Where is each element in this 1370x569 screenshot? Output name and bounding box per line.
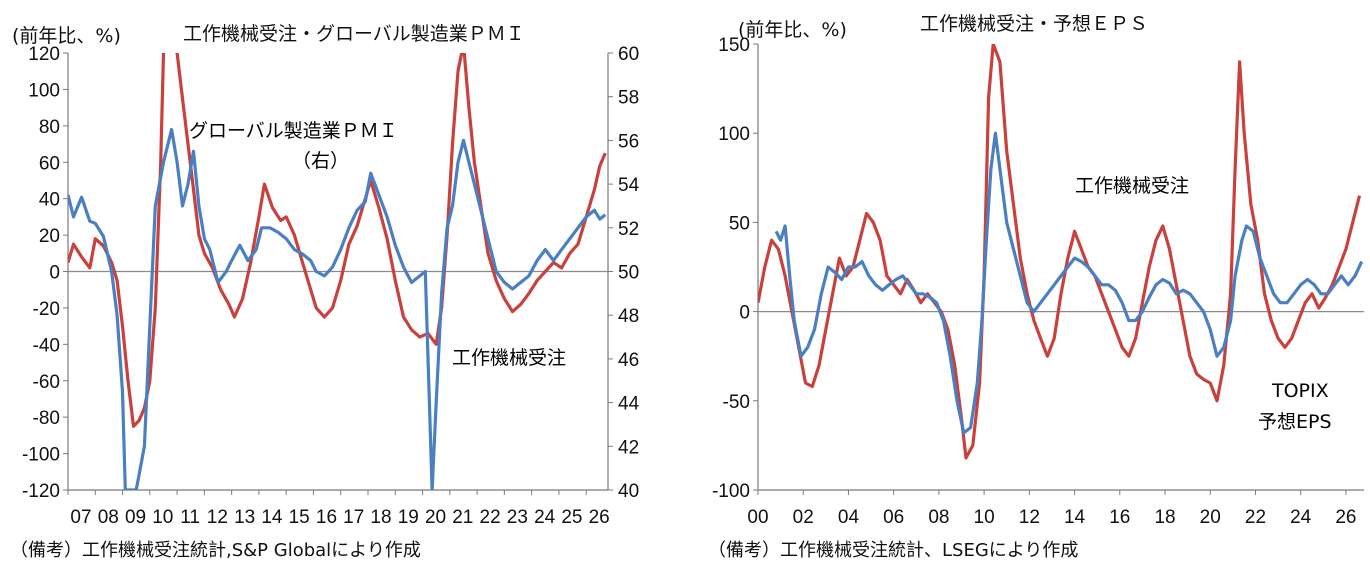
y-tick-label: 100 xyxy=(28,80,60,101)
y-tick-label: 40 xyxy=(39,190,60,211)
y-tick-label: 60 xyxy=(39,153,60,174)
right-series-line-1 xyxy=(774,131,1364,435)
x-tick-label: 16 xyxy=(316,507,337,528)
x-tick-label: 24 xyxy=(1290,507,1312,528)
y-tick-label: 100 xyxy=(718,124,750,145)
x-tick-label: 16 xyxy=(1109,507,1130,528)
y-tick-label: -50 xyxy=(723,392,750,413)
x-tick-label: 10 xyxy=(974,507,995,528)
x-tick-label: 08 xyxy=(98,507,119,528)
x-tick-label: 08 xyxy=(928,507,949,528)
y2-tick-label: 44 xyxy=(618,394,640,415)
x-tick-label: 20 xyxy=(425,507,446,528)
left-ylabel: (前年比、%) xyxy=(12,25,121,47)
y-tick-label: -100 xyxy=(22,445,60,466)
left-chart-title: 工作機械受注・グローバル製造業ＰＭＩ xyxy=(183,23,525,45)
right-series-line-0 xyxy=(758,44,1362,460)
right-y-tick-labels: 150 100 50 0 -50 -100 xyxy=(712,35,750,502)
x-tick-label: 13 xyxy=(234,507,255,528)
y2-tick-label: 56 xyxy=(618,131,639,152)
left-orders-label: 工作機械受注 xyxy=(452,347,566,369)
right-x-tick-labels: 00 02 04 06 08 10 12 14 16 18 20 22 24 26 xyxy=(747,507,1356,528)
y2-tick-label: 58 xyxy=(618,88,639,109)
left-y-tick-labels: 120 100 80 60 40 20 0 -20 -40 -60 -80 -100 -120 xyxy=(22,44,60,502)
right-topix-label: TOPIX xyxy=(1271,380,1329,402)
x-tick-label: 06 xyxy=(883,507,904,528)
y-tick-label: -20 xyxy=(33,299,60,320)
y-tick-label: 150 xyxy=(718,35,750,56)
x-tick-label: 18 xyxy=(1154,507,1175,528)
x-tick-label: 15 xyxy=(289,507,310,528)
x-tick-label: 12 xyxy=(207,507,228,528)
x-tick-label: 21 xyxy=(452,507,473,528)
y-tick-label: 20 xyxy=(39,226,60,247)
x-tick-label: 00 xyxy=(747,507,768,528)
y2-tick-label: 54 xyxy=(618,175,640,196)
x-tick-label: 20 xyxy=(1200,507,1221,528)
y2-tick-label: 48 xyxy=(618,306,639,327)
left-axes xyxy=(63,52,613,495)
x-tick-label: 26 xyxy=(1335,507,1356,528)
y-tick-label: 120 xyxy=(28,44,60,65)
x-tick-label: 12 xyxy=(1019,507,1040,528)
x-tick-label: 04 xyxy=(838,507,860,528)
x-tick-label: 19 xyxy=(398,507,419,528)
right-chart: (前年比、%) 工作機械受注・予想ＥＰＳ 150 100 50 0 -50 -100 00… xyxy=(708,13,1364,561)
x-tick-label: 18 xyxy=(370,507,391,528)
x-tick-label: 24 xyxy=(534,507,556,528)
y-tick-label: 0 xyxy=(49,263,60,284)
left-source-note: （備考）工作機械受注統計,S&P Globalにより作成 xyxy=(10,540,421,561)
left-pmi-right-label: （右） xyxy=(292,150,349,172)
y2-tick-label: 60 xyxy=(618,44,639,65)
y2-tick-label: 42 xyxy=(618,437,639,458)
right-orders-label: 工作機械受注 xyxy=(1075,175,1189,197)
x-tick-label: 22 xyxy=(480,507,501,528)
x-tick-label: 02 xyxy=(793,507,814,528)
y-tick-label: -120 xyxy=(22,481,60,502)
y2-tick-label: 40 xyxy=(618,481,639,502)
left-pmi-label: グローバル製造業ＰＭＩ xyxy=(189,120,398,142)
y2-tick-label: 52 xyxy=(618,219,639,240)
y-tick-label: -80 xyxy=(33,408,60,429)
left-series-group xyxy=(68,53,607,490)
x-tick-label: 10 xyxy=(152,507,173,528)
x-tick-label: 07 xyxy=(70,507,91,528)
left-x-tick-labels: 07 08 09 10 11 12 13 14 15 16 17 18 19 20 21 22 23 24 25 26 xyxy=(70,507,609,528)
left-y2-tick-labels: 60 58 56 54 52 50 48 46 44 42 40 xyxy=(618,44,640,502)
x-tick-label: 09 xyxy=(125,507,146,528)
y-tick-label: -40 xyxy=(33,335,60,356)
x-tick-label: 23 xyxy=(507,507,528,528)
x-tick-label: 22 xyxy=(1245,507,1266,528)
x-tick-label: 11 xyxy=(180,507,200,528)
y-tick-label: -100 xyxy=(712,481,750,502)
right-series-group xyxy=(758,44,1364,460)
y-tick-label: -60 xyxy=(33,372,60,393)
x-tick-label: 25 xyxy=(561,507,582,528)
x-tick-label: 14 xyxy=(1064,507,1086,528)
left-series-line-0 xyxy=(68,53,607,428)
right-axes xyxy=(753,43,1364,495)
y-tick-label: 50 xyxy=(729,213,750,234)
right-ylabel: (前年比、%) xyxy=(738,19,847,41)
x-tick-label: 26 xyxy=(589,507,610,528)
y2-tick-label: 50 xyxy=(618,263,639,284)
y-tick-label: 0 xyxy=(739,303,750,324)
x-tick-label: 17 xyxy=(343,507,364,528)
right-chart-title: 工作機械受注・予想ＥＰＳ xyxy=(920,13,1148,35)
y2-tick-label: 46 xyxy=(618,350,639,371)
right-eps-label: 予想EPS xyxy=(1258,411,1332,433)
right-source-note: （備考）工作機械受注統計、LSEGにより作成 xyxy=(708,540,1078,561)
left-chart: (前年比、%) 工作機械受注・グローバル製造業ＰＭＩ 1201008060402… xyxy=(10,23,640,561)
y-tick-label: 80 xyxy=(39,117,60,138)
x-tick-label: 14 xyxy=(261,507,283,528)
left-series-line-1 xyxy=(68,127,607,490)
